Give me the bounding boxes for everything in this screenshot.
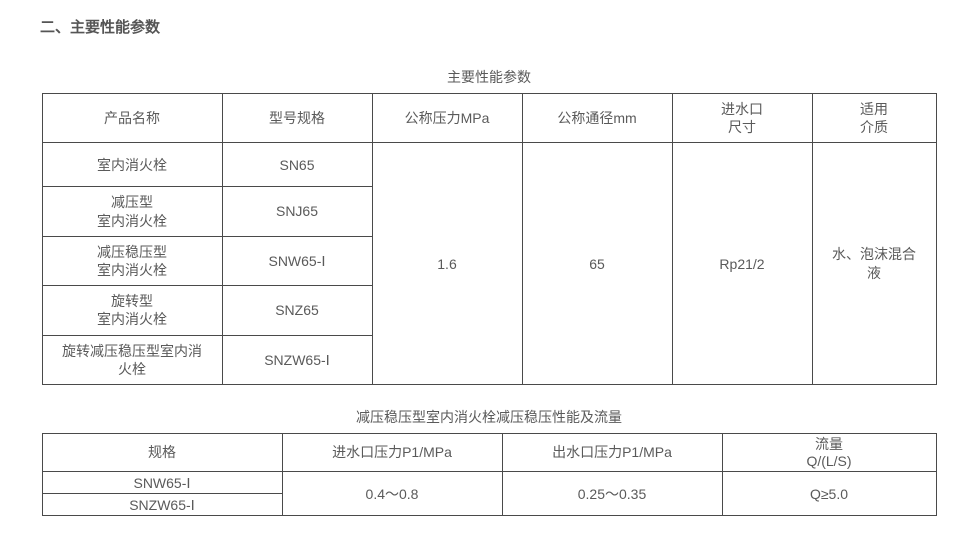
t1-r1-model: SNJ65 — [222, 187, 372, 236]
t1-merged-pressure: 1.6 — [372, 143, 522, 385]
th-pressure: 公称压力MPa — [372, 94, 522, 143]
t1-r3-model: SNZ65 — [222, 286, 372, 335]
t1-r2-model: SNW65-Ⅰ — [222, 236, 372, 285]
t2-th-flow-l2: Q/(L/S) — [806, 453, 851, 469]
table2-title: 减压稳压型室内消火栓减压稳压性能及流量 — [40, 407, 938, 427]
t1-r1-name: 减压型 室内消火栓 — [42, 187, 222, 236]
t2-merged-p2: 0.25～0.35 — [502, 472, 722, 516]
th-inlet-size: 进水口 尺寸 — [672, 94, 812, 143]
t1-r2-name-l1: 减压稳压型 — [97, 244, 167, 260]
t1-merged-medium-l2: 液 — [867, 265, 881, 281]
table-pressure-flow: 规格 进水口压力P1/MPa 出水口压力P1/MPa 流量 Q/(L/S) SN… — [42, 433, 937, 517]
t1-r0-name: 室内消火栓 — [42, 143, 222, 187]
th-product-name: 产品名称 — [42, 94, 222, 143]
t1-merged-diameter: 65 — [522, 143, 672, 385]
t1-r1-name-l1: 减压型 — [111, 194, 153, 210]
th-model: 型号规格 — [222, 94, 372, 143]
t1-r3-name: 旋转型 室内消火栓 — [42, 286, 222, 335]
t1-merged-medium-l1: 水、泡沫混合 — [832, 246, 916, 262]
t2-r0-spec: SNW65-Ⅰ — [42, 472, 282, 494]
t1-r4-name: 旋转减压稳压型室内消 火栓 — [42, 335, 222, 384]
t1-row-0: 室内消火栓 SN65 1.6 65 Rp21/2 水、泡沫混合 液 — [42, 143, 936, 187]
t2-merged-p1: 0.4～0.8 — [282, 472, 502, 516]
t1-r4-name-l1: 旋转减压稳压型室内消 — [62, 343, 202, 359]
th-diameter: 公称通径mm — [522, 94, 672, 143]
t2-merged-flow: Q≥5.0 — [722, 472, 936, 516]
t1-r4-name-l2: 火栓 — [118, 361, 146, 377]
t1-r2-name-l2: 室内消火栓 — [97, 262, 167, 278]
t2-th-p2: 出水口压力P1/MPa — [502, 433, 722, 472]
t1-r1-name-l2: 室内消火栓 — [97, 213, 167, 229]
th-medium-l1: 适用 — [860, 101, 888, 117]
th-medium-l2: 介质 — [860, 119, 888, 135]
t2-row-0: SNW65-Ⅰ 0.4～0.8 0.25～0.35 Q≥5.0 — [42, 472, 936, 494]
t1-merged-medium: 水、泡沫混合 液 — [812, 143, 936, 385]
t2-th-flow-l1: 流量 — [815, 436, 843, 452]
t2-th-p1: 进水口压力P1/MPa — [282, 433, 502, 472]
table2-header-row: 规格 进水口压力P1/MPa 出水口压力P1/MPa 流量 Q/(L/S) — [42, 433, 936, 472]
th-inlet-size-l2: 尺寸 — [728, 119, 756, 135]
t2-th-spec: 规格 — [42, 433, 282, 472]
table1-header-row: 产品名称 型号规格 公称压力MPa 公称通径mm 进水口 尺寸 适用 介质 — [42, 94, 936, 143]
t1-merged-inlet: Rp21/2 — [672, 143, 812, 385]
t1-r2-name: 减压稳压型 室内消火栓 — [42, 236, 222, 285]
section-heading: 二、主要性能参数 — [40, 16, 938, 37]
t1-r0-model: SN65 — [222, 143, 372, 187]
table1-title: 主要性能参数 — [40, 67, 938, 87]
t1-r4-model: SNZW65-Ⅰ — [222, 335, 372, 384]
table-main-params: 产品名称 型号规格 公称压力MPa 公称通径mm 进水口 尺寸 适用 介质 室内… — [42, 93, 937, 385]
t2-th-flow: 流量 Q/(L/S) — [722, 433, 936, 472]
t1-r3-name-l1: 旋转型 — [111, 293, 153, 309]
t1-r3-name-l2: 室内消火栓 — [97, 311, 167, 327]
th-medium: 适用 介质 — [812, 94, 936, 143]
th-inlet-size-l1: 进水口 — [721, 101, 763, 117]
t2-r1-spec: SNZW65-Ⅰ — [42, 494, 282, 516]
